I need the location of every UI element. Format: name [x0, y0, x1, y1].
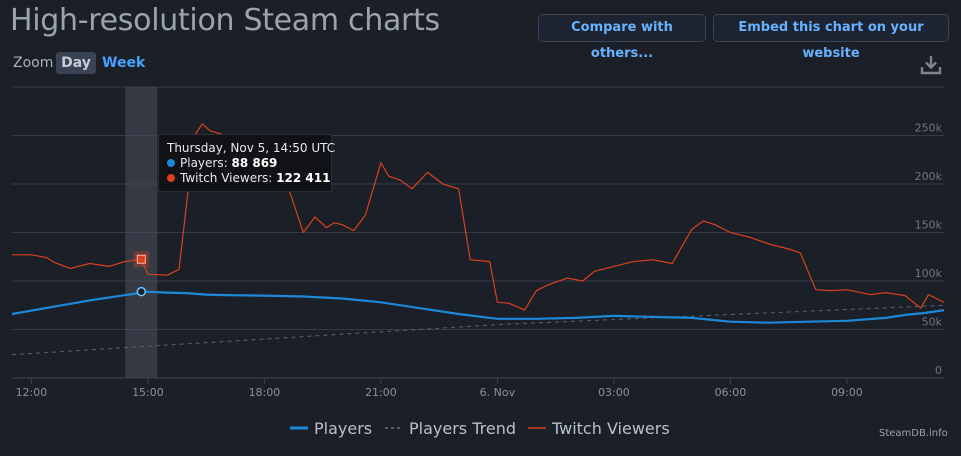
legend-players-label: Players — [314, 418, 373, 438]
compare-button[interactable]: Compare with others... — [538, 14, 706, 61]
y-tick-label: 150k — [915, 219, 943, 232]
players-line — [11, 290, 945, 324]
legend-item-twitch-viewers[interactable]: Twitch Viewers — [528, 418, 670, 438]
legend-trend-label: Players Trend — [409, 418, 516, 438]
tooltip-twitch-label: Twitch Viewers: — [180, 171, 273, 185]
x-tick-label: 09:00 — [831, 386, 863, 399]
x-tick-label: 06:00 — [715, 386, 747, 399]
zoom-label: Zoom — [13, 55, 54, 71]
chart-tooltip: Thursday, Nov 5, 14:50 UTC Players: 88 8… — [158, 134, 336, 192]
x-tick-label: 6. Nov — [480, 386, 516, 399]
tooltip-players-value: 88 869 — [231, 156, 278, 170]
hover-highlight-band — [125, 87, 158, 378]
y-tick-label: 200k — [915, 170, 943, 183]
x-axis-ticks: 12:00 15:00 18:00 21:00 6. Nov 03:00 06:00 09:0… — [16, 378, 863, 399]
players-trend-line — [11, 304, 945, 356]
x-tick-label: 18:00 — [249, 386, 281, 399]
embed-chart-button[interactable]: Embed this chart on your website — [713, 14, 949, 61]
twitch-line-icon — [528, 427, 546, 429]
download-icon[interactable] — [919, 53, 943, 77]
chart-series — [11, 123, 945, 356]
tooltip-date: Thursday, Nov 5, 14:50 UTC — [167, 141, 336, 155]
y-tick-label: 250k — [915, 122, 943, 135]
tooltip-twitch-value: 122 411 — [276, 171, 331, 185]
y-tick-label: 50k — [922, 316, 943, 329]
twitch-viewers-line — [12, 123, 945, 311]
tooltip-players-row: Players: 88 869 — [167, 156, 323, 171]
tooltip-players-label: Players: — [180, 156, 228, 170]
legend-item-players-trend[interactable]: Players Trend — [385, 418, 516, 438]
page-title: High-resolution Steam charts — [10, 3, 440, 38]
legend-twitch-label: Twitch Viewers — [552, 418, 670, 438]
legend-item-players[interactable]: Players — [290, 418, 372, 438]
tooltip-twitch-row: Twitch Viewers: 122 411 — [167, 171, 330, 186]
x-tick-label: 12:00 — [16, 386, 48, 399]
players-line-icon — [290, 426, 308, 430]
twitch-dot-icon — [167, 174, 175, 182]
y-tick-label: 100k — [915, 267, 943, 280]
credit-text: SteamDB.info — [879, 428, 948, 439]
x-tick-label: 15:00 — [132, 386, 164, 399]
zoom-day-button[interactable]: Day — [56, 52, 96, 74]
players-hover-marker — [136, 286, 147, 297]
x-tick-label: 03:00 — [598, 386, 630, 399]
players-dot-icon — [167, 159, 175, 167]
y-axis-ticks: 0 50k 100k 150k 200k 250k — [915, 122, 943, 378]
twitch-hover-marker — [136, 254, 146, 264]
x-tick-label: 21:00 — [365, 386, 397, 399]
trend-line-icon — [385, 427, 403, 429]
y-tick-label: 0 — [935, 364, 942, 377]
zoom-week-button[interactable]: Week — [102, 55, 146, 71]
hover-markers — [133, 251, 150, 297]
